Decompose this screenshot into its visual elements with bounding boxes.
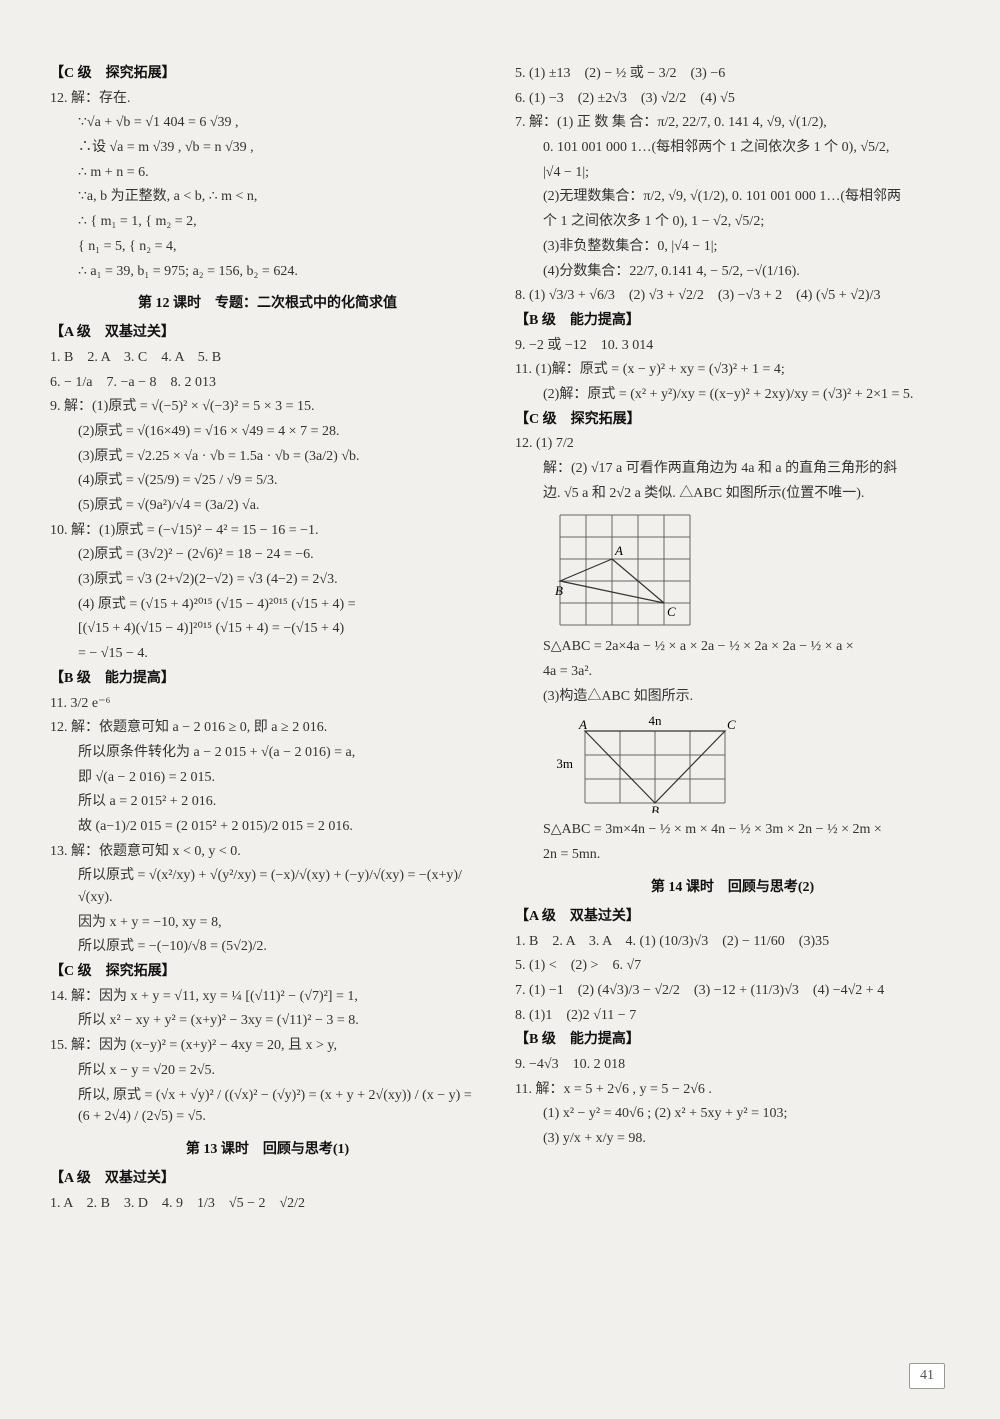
p10-l5: [(√15 + 4)(√15 − 4)]²⁰¹⁵ (√15 + 4) = −(√…	[50, 618, 485, 640]
ra-row1: 1. B 2. A 3. A 4. (1) (10/3)√3 (2) − 11/…	[515, 931, 950, 953]
p12b-head: 12. 解：依题意可知 a − 2 016 ≥ 0, 即 a ≥ 2 016.	[50, 717, 485, 739]
label-4n: 4n	[649, 713, 663, 728]
p9-head: 9. 解：(1)原式 = √(−5)² × √(−3)² = 5 × 3 = 1…	[50, 396, 485, 418]
rb-row1: 9. −4√3 10. 2 018	[515, 1054, 950, 1076]
p13-head: 13. 解：依题意可知 x < 0, y < 0.	[50, 841, 485, 863]
p12-l5: ∴ { m₁ = 1, { m₂ = 2,	[50, 211, 485, 233]
r12-S2: 4a = 3a².	[515, 661, 950, 683]
diagram-triangle-2: 4n 3m A B C	[555, 713, 950, 813]
p12b-l5: 故 (a−1)/2 015 = (2 015² + 2 015)/2 015 =…	[50, 816, 485, 838]
r11-l1: 11. (1)解：原式 = (x − y)² + xy = (√3)² + 1 …	[515, 359, 950, 381]
p13-l4: 所以原式 = −(−10)/√8 = (5√2)/2.	[50, 936, 485, 958]
p12-head: 12. 解：存在.	[50, 88, 485, 110]
r12-head: 12. (1) 7/2	[515, 433, 950, 455]
p12-l4: ∵a, b 为正整数, a < b, ∴ m < n,	[50, 186, 485, 208]
a-row2: 6. − 1/a 7. −a − 8 8. 2 013	[50, 372, 485, 394]
p12-l6: { n₁ = 5, { n₂ = 4,	[50, 236, 485, 258]
p12-l7: ∴ a₁ = 39, b₁ = 975; a₂ = 156, b₂ = 624.	[50, 261, 485, 283]
p13-l2: 所以原式 = √(x²/xy) + √(y²/xy) = (−x)/√(xy) …	[50, 865, 485, 908]
label-A: A	[614, 543, 623, 558]
header-c-right: 【C 级 探究拓展】	[515, 409, 950, 431]
r5: 5. (1) ±13 (2) − ½ 或 − 3/2 (3) −6	[515, 63, 950, 85]
label-B: B	[555, 583, 563, 598]
label2-B: B	[651, 803, 659, 813]
header-c2: 【C 级 探究拓展】	[50, 961, 485, 983]
p14-l2: 所以 x² − xy + y² = (x+y)² − 3xy = (√11)² …	[50, 1010, 485, 1032]
r7-l7: (4)分数集合：22/7, 0.141 4, − 5/2, −√(1/16).	[515, 261, 950, 283]
p12-l2: ∴设 √a = m √39 , √b = n √39 ,	[50, 137, 485, 159]
r12-S1: S△ABC = 2a×4a − ½ × a × 2a − ½ × 2a × 2a…	[515, 636, 950, 658]
triangle-grid-1-svg: A B C	[555, 510, 695, 630]
r7-l5: 个 1 之间依次多 1 个 0), 1 − √2, √5/2;	[515, 211, 950, 233]
p10-head: 10. 解：(1)原式 = (−√15)² − 4² = 15 − 16 = −…	[50, 520, 485, 542]
b-row1: 11. 3/2 e⁻⁶	[50, 693, 485, 715]
header-a-right: 【A 级 双基过关】	[515, 906, 950, 928]
p14-head: 14. 解：因为 x + y = √11, xy = ¼ [(√11)² − (…	[50, 986, 485, 1008]
header-b-right: 【B 级 能力提高】	[515, 310, 950, 332]
r12-l4: (3)构造△ABC 如图所示.	[515, 686, 950, 708]
r7-l2: 0. 101 001 000 1…(每相邻两个 1 之间依次多 1 个 0), …	[515, 137, 950, 159]
p15-head: 15. 解：因为 (x−y)² = (x+y)² − 4xy = 20, 且 x…	[50, 1035, 485, 1057]
r11b-l2: (1) x² − y² = 40√6 ; (2) x² + 5xy + y² =…	[515, 1103, 950, 1125]
r12-l2: 解：(2) √17 a 可看作两直角边为 4a 和 a 的直角三角形的斜	[515, 458, 950, 480]
title-lesson-13: 第 13 课时 回顾与思考(1)	[50, 1138, 485, 1158]
ra-row2: 5. (1) < (2) > 6. √7	[515, 955, 950, 977]
p9-l5: (5)原式 = √(9a²)/√4 = (3a/2) √a.	[50, 495, 485, 517]
r12-l3: 边. √5 a 和 2√2 a 类似. △ABC 如图所示(位置不唯一).	[515, 483, 950, 505]
r9: 9. −2 或 −12 10. 3 014	[515, 335, 950, 357]
header-b2-right: 【B 级 能力提高】	[515, 1029, 950, 1051]
header-a2: 【A 级 双基过关】	[50, 1168, 485, 1190]
ra-row4: 8. (1)1 (2)2 √11 − 7	[515, 1005, 950, 1027]
triangle-grid-2-svg: 4n 3m A B C	[555, 713, 745, 813]
r8: 8. (1) √3/3 + √6/3 (2) √3 + √2/2 (3) −√3…	[515, 285, 950, 307]
p12-l1: ∵√a + √b = √1 404 = 6 √39 ,	[50, 112, 485, 134]
left-column: 【C 级 探究拓展】 12. 解：存在. ∵√a + √b = √1 404 =…	[50, 60, 485, 1340]
r11b-l3: (3) y/x + x/y = 98.	[515, 1128, 950, 1150]
p10-l4: (4) 原式 = (√15 + 4)²⁰¹⁵ (√15 − 4)²⁰¹⁵ (√1…	[50, 594, 485, 616]
a-row1: 1. B 2. A 3. C 4. A 5. B	[50, 347, 485, 369]
p12-l3: ∴ m + n = 6.	[50, 162, 485, 184]
r11-l2: (2)解：原式 = (x² + y²)/xy = ((x−y)² + 2xy)/…	[515, 384, 950, 406]
r6: 6. (1) −3 (2) ±2√3 (3) √2/2 (4) √5	[515, 88, 950, 110]
p10-l2: (2)原式 = (3√2)² − (2√6)² = 18 − 24 = −6.	[50, 544, 485, 566]
header-a: 【A 级 双基过关】	[50, 322, 485, 344]
columns: 【C 级 探究拓展】 12. 解：存在. ∵√a + √b = √1 404 =…	[50, 60, 950, 1340]
r7-l4: (2)无理数集合：π/2, √9, √(1/2), 0. 101 001 000…	[515, 186, 950, 208]
ra-row3: 7. (1) −1 (2) (4√3)/3 − √2/2 (3) −12 + (…	[515, 980, 950, 1002]
label2-C: C	[727, 717, 736, 732]
p15-l3: 所以, 原式 = (√x + √y)² / ((√x)² − (√y)²) = …	[50, 1085, 485, 1128]
r7-l3: |√4 − 1|;	[515, 162, 950, 184]
right-column: 5. (1) ±13 (2) − ½ 或 − 3/2 (3) −6 6. (1)…	[515, 60, 950, 1340]
p15-l2: 所以 x − y = √20 = 2√5.	[50, 1060, 485, 1082]
p10-l3: (3)原式 = √3 (2+√2)(2−√2) = √3 (4−2) = 2√3…	[50, 569, 485, 591]
title-lesson-12: 第 12 课时 专题：二次根式中的化简求值	[50, 292, 485, 312]
p12b-l2: 所以原条件转化为 a − 2 015 + √(a − 2 016) = a,	[50, 742, 485, 764]
r12-S3: S△ABC = 3m×4n − ½ × m × 4n − ½ × 3m × 2n…	[515, 819, 950, 841]
r7-head: 7. 解：(1) 正 数 集 合：π/2, 22/7, 0. 141 4, √9…	[515, 112, 950, 134]
diagram-triangle-1: A B C	[555, 510, 950, 630]
p9-l2: (2)原式 = √(16×49) = √16 × √49 = 4 × 7 = 2…	[50, 421, 485, 443]
p9-l4: (4)原式 = √(25/9) = √25 / √9 = 5/3.	[50, 470, 485, 492]
label2-A: A	[578, 717, 587, 732]
r12-S4: 2n = 5mn.	[515, 844, 950, 866]
header-b: 【B 级 能力提高】	[50, 668, 485, 690]
p10-l6: = − √15 − 4.	[50, 643, 485, 665]
title-lesson-14: 第 14 课时 回顾与思考(2)	[515, 876, 950, 896]
label-C: C	[667, 604, 676, 619]
p12b-l3: 即 √(a − 2 016) = 2 015.	[50, 767, 485, 789]
p12b-l4: 所以 a = 2 015² + 2 016.	[50, 791, 485, 813]
p13-l3: 因为 x + y = −10, xy = 8,	[50, 912, 485, 934]
page-number: 41	[909, 1363, 945, 1389]
p9-l3: (3)原式 = √2.25 × √a · √b = 1.5a · √b = (3…	[50, 446, 485, 468]
r11b-head: 11. 解：x = 5 + 2√6 , y = 5 − 2√6 .	[515, 1079, 950, 1101]
a2-row1: 1. A 2. B 3. D 4. 9 1/3 √5 − 2 √2/2	[50, 1193, 485, 1215]
label-3m: 3m	[556, 756, 573, 771]
r7-l6: (3)非负整数集合：0, |√4 − 1|;	[515, 236, 950, 258]
header-c1: 【C 级 探究拓展】	[50, 63, 485, 85]
